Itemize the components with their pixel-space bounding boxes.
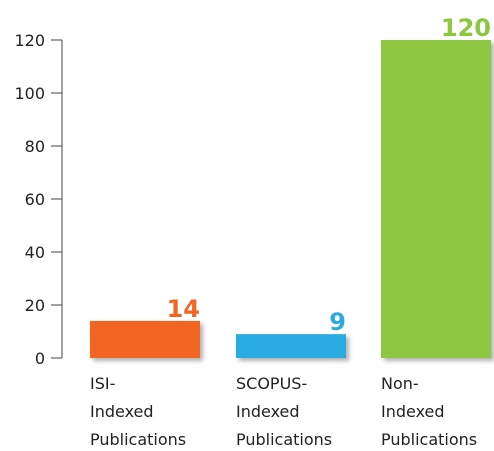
x-tick-label: Indexed [90, 402, 154, 421]
y-tick-label: 80 [25, 137, 45, 156]
y-tick-label: 60 [25, 190, 45, 209]
y-tick-label: 40 [25, 243, 45, 262]
value-label: 9 [329, 308, 346, 336]
value-label: 120 [441, 14, 491, 42]
bar [381, 40, 491, 358]
x-tick-label: Publications [90, 430, 186, 449]
x-tick-label: Publications [381, 430, 477, 449]
x-tick-label: Non- [381, 374, 419, 393]
x-tick-label: SCOPUS- [236, 374, 307, 393]
x-tick-label: Publications [236, 430, 332, 449]
y-tick-label: 0 [35, 349, 45, 368]
y-tick-label: 20 [25, 296, 45, 315]
bar [236, 334, 346, 358]
value-label: 14 [167, 295, 200, 323]
x-tick-label: Indexed [236, 402, 300, 421]
x-tick-label: Indexed [381, 402, 445, 421]
y-tick-label: 120 [14, 31, 45, 50]
x-tick-label: ISI- [90, 374, 115, 393]
y-tick-label: 100 [14, 84, 45, 103]
bar [90, 320, 200, 358]
